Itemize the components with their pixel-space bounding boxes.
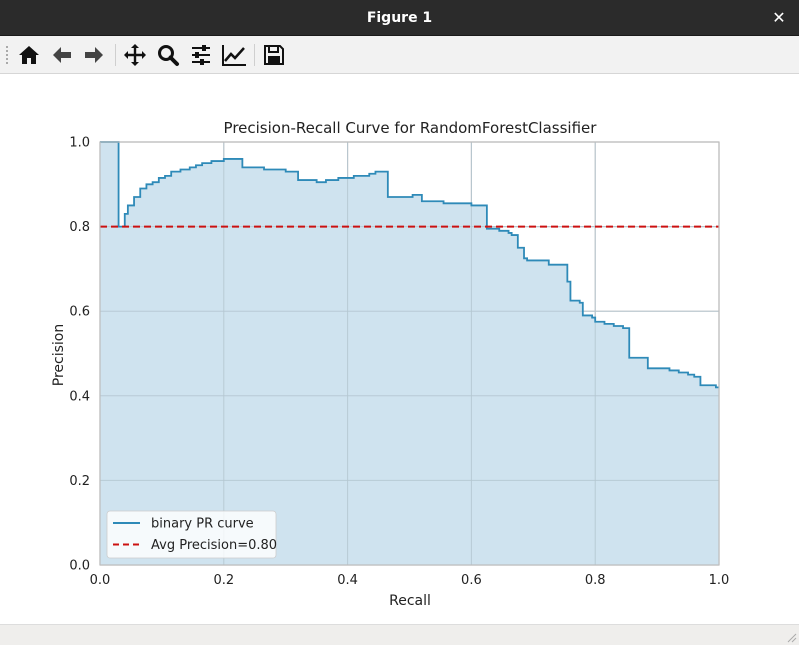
legend-label-pr-curve: binary PR curve bbox=[151, 517, 254, 532]
floppy-disk-icon bbox=[264, 45, 284, 65]
x-tick-label: 0.2 bbox=[213, 573, 234, 588]
pan-button[interactable] bbox=[120, 40, 150, 70]
magnifier-icon bbox=[158, 45, 179, 66]
y-tick-label: 0.6 bbox=[69, 305, 90, 320]
x-tick-label: 0.8 bbox=[585, 573, 606, 588]
toolbar-separator bbox=[115, 44, 116, 66]
resize-grip-icon[interactable] bbox=[787, 633, 797, 643]
chart-title: Precision-Recall Curve for RandomForestC… bbox=[224, 119, 598, 137]
back-button[interactable] bbox=[47, 40, 77, 70]
y-tick-label: 1.0 bbox=[69, 136, 90, 151]
figure-canvas[interactable]: 0.0 0.2 0.4 0.6 0.8 1.0 0.0 0.2 0.4 0.6 0.8 1.0 Pre… bbox=[0, 74, 799, 624]
window-titlebar: Figure 1 ✕ bbox=[0, 0, 799, 36]
sliders-icon bbox=[192, 45, 210, 65]
x-tick-label: 1.0 bbox=[709, 573, 730, 588]
forward-button[interactable] bbox=[79, 40, 109, 70]
line-chart-icon bbox=[222, 45, 246, 66]
navigation-toolbar bbox=[0, 36, 799, 74]
x-tick-label: 0.4 bbox=[337, 573, 358, 588]
y-tick-label: 0.0 bbox=[69, 559, 90, 574]
legend: binary PR curve Avg Precision=0.80 bbox=[106, 510, 277, 559]
move-icon bbox=[124, 44, 146, 66]
y-tick-label: 0.8 bbox=[69, 220, 90, 235]
pr-curve-chart: 0.0 0.2 0.4 0.6 0.8 1.0 0.0 0.2 0.4 0.6 0.8 1.0 Pre… bbox=[51, 119, 730, 609]
x-tick-label: 0.0 bbox=[90, 573, 111, 588]
pr-curve-line bbox=[100, 141, 719, 389]
legend-label-avg-precision: Avg Precision=0.80 bbox=[151, 538, 277, 553]
y-tick-label: 0.4 bbox=[69, 389, 90, 404]
save-button[interactable] bbox=[259, 40, 289, 70]
x-axis-label: Recall bbox=[389, 593, 431, 609]
arrow-left-icon bbox=[53, 47, 71, 63]
y-tick-label: 0.2 bbox=[69, 474, 90, 489]
x-tick-label: 0.6 bbox=[461, 573, 482, 588]
window-title: Figure 1 bbox=[366, 10, 433, 26]
edit-axes-button[interactable] bbox=[219, 40, 249, 70]
status-bar bbox=[0, 624, 799, 645]
zoom-button[interactable] bbox=[153, 40, 183, 70]
subplots-button[interactable] bbox=[186, 40, 216, 70]
pr-curve-area bbox=[100, 142, 719, 565]
y-axis-label: Precision bbox=[51, 324, 67, 386]
legend-box bbox=[106, 510, 277, 559]
toolbar-separator bbox=[254, 44, 255, 66]
toolbar-grip[interactable] bbox=[6, 46, 10, 64]
plot-frame bbox=[99, 141, 720, 566]
close-icon[interactable]: ✕ bbox=[772, 8, 786, 27]
home-icon bbox=[19, 46, 39, 64]
home-button[interactable] bbox=[14, 40, 44, 70]
arrow-right-icon bbox=[85, 47, 103, 63]
